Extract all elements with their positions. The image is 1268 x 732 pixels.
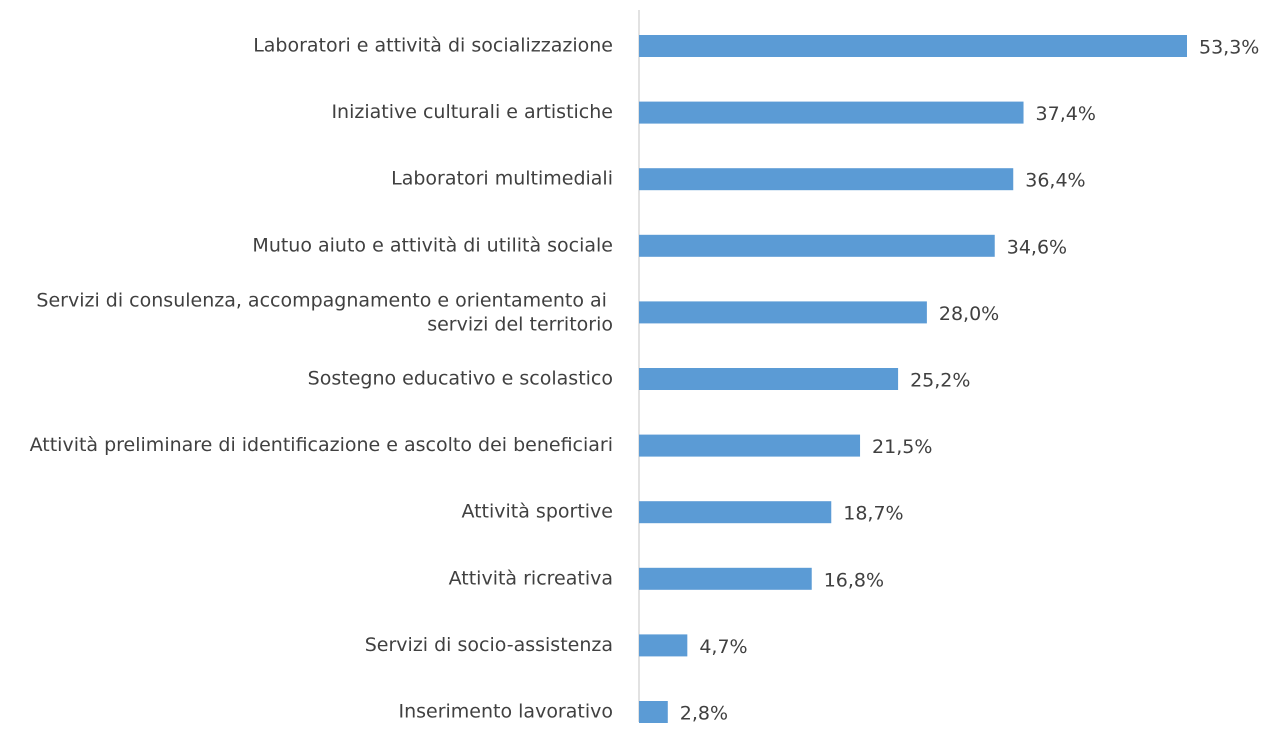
category-label: Servizi di consulenza, accompagnamento e… bbox=[36, 289, 613, 335]
category-label: Attività preliminare di identificazione … bbox=[30, 434, 613, 456]
bar bbox=[639, 234, 995, 257]
value-label: 18,7% bbox=[843, 503, 903, 525]
category-label: Servizi di socio-assistenza bbox=[365, 634, 613, 656]
category-label: Attività ricreativa bbox=[449, 567, 613, 589]
bar bbox=[639, 501, 832, 524]
bar bbox=[639, 101, 1024, 124]
category-label: Laboratori multimediali bbox=[391, 168, 613, 190]
value-label: 21,5% bbox=[872, 436, 932, 458]
bar bbox=[639, 301, 927, 324]
value-label: 2,8% bbox=[680, 703, 728, 725]
value-label: 25,2% bbox=[910, 370, 970, 392]
value-label: 36,4% bbox=[1025, 170, 1085, 192]
bar bbox=[639, 368, 899, 390]
bar bbox=[639, 35, 1187, 57]
category-label: Laboratori e attività di socializzazione bbox=[253, 35, 613, 57]
value-label: 28,0% bbox=[939, 303, 999, 325]
value-label: 53,3% bbox=[1199, 37, 1259, 59]
bar bbox=[639, 567, 812, 590]
bar bbox=[639, 634, 688, 657]
value-label: 37,4% bbox=[1036, 103, 1096, 125]
category-label: Mutuo aiuto e attività di utilità social… bbox=[252, 234, 613, 256]
bar bbox=[639, 168, 1014, 191]
category-label: Iniziative culturali e artistiche bbox=[331, 101, 613, 123]
category-label: Inserimento lavorativo bbox=[398, 701, 613, 723]
bar bbox=[639, 434, 861, 457]
category-label: Attività sportive bbox=[461, 501, 613, 523]
bar bbox=[639, 701, 668, 723]
category-label: Sostegno educativo e scolastico bbox=[308, 368, 613, 390]
value-label: 16,8% bbox=[824, 569, 884, 591]
value-label: 4,7% bbox=[699, 636, 747, 658]
value-label: 34,6% bbox=[1007, 236, 1067, 258]
